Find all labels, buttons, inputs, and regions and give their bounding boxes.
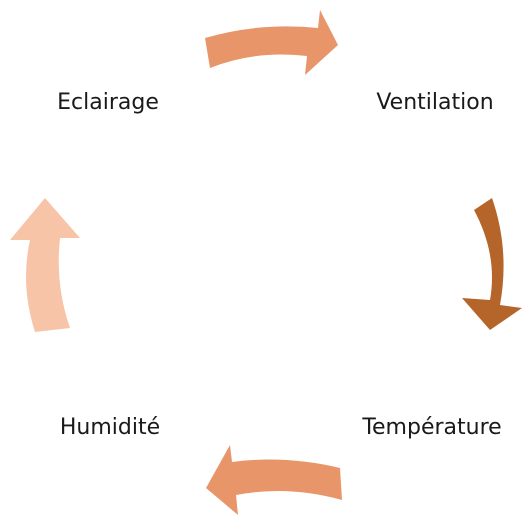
arrow-right [462, 198, 522, 330]
node-label: Ventilation [376, 90, 493, 115]
node-label: Humidité [60, 415, 160, 440]
node-label: Eclairage [57, 90, 159, 115]
arrow-top [205, 10, 338, 75]
node-label: Température [361, 415, 501, 440]
arrow-bottom [206, 445, 342, 515]
arrow-left [10, 198, 80, 332]
